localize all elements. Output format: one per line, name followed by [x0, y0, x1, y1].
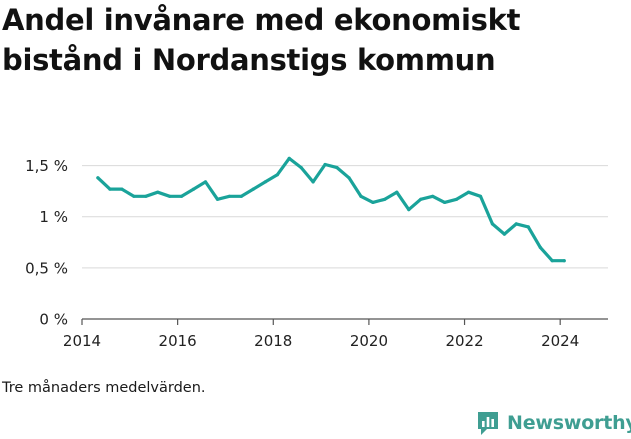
x-tick-label: 2024: [541, 332, 579, 350]
gridlines: [82, 165, 608, 269]
data-point: [419, 197, 423, 201]
x-tick-label: 2014: [63, 332, 101, 350]
data-point: [359, 194, 363, 198]
x-tick-label: 2020: [350, 332, 388, 350]
data-point: [168, 194, 172, 198]
data-point: [526, 225, 530, 229]
chart-title: Andel invånare med ekonomiskt bistånd i …: [2, 3, 521, 77]
brand-name: Newsworthy: [507, 412, 631, 434]
y-tick-label: 0,5 %: [25, 259, 68, 277]
data-point: [299, 166, 303, 170]
data-point: [550, 259, 554, 263]
x-tick-label: 2018: [254, 332, 292, 350]
data-point: [395, 190, 399, 194]
x-tick-label: 2016: [159, 332, 197, 350]
data-point: [383, 197, 387, 201]
data-point: [144, 194, 148, 198]
data-point: [431, 194, 435, 198]
data-point: [335, 166, 339, 170]
footnote: Tre månaders medelvärden.: [2, 380, 206, 396]
data-point: [120, 187, 124, 191]
data-point: [347, 176, 351, 180]
y-tick-label: 0 %: [39, 311, 68, 329]
data-point: [443, 200, 447, 204]
data-point: [192, 187, 196, 191]
data-point: [562, 259, 566, 263]
data-point: [455, 197, 459, 201]
data-point: [311, 180, 315, 184]
line-chart: 0 % 0,5 % 1 % 1,5 % 2014 2016 2018 2020 2022 202…: [25, 156, 608, 350]
data-point: [156, 190, 160, 194]
data-point: [371, 200, 375, 204]
data-point: [132, 194, 136, 198]
data-point: [502, 232, 506, 236]
data-point: [215, 197, 220, 201]
data-point: [203, 180, 208, 184]
y-axis: 0 % 0,5 % 1 % 1,5 %: [25, 157, 68, 328]
data-point: [538, 245, 542, 249]
series-line: [96, 156, 566, 263]
data-point: [251, 187, 255, 191]
data-point: [263, 180, 267, 184]
brand-logo[interactable]: Newsworthy: [476, 407, 631, 439]
data-point: [514, 222, 518, 226]
y-tick-label: 1,5 %: [25, 157, 68, 175]
x-tick-label: 2022: [445, 332, 483, 350]
data-point: [323, 162, 327, 167]
data-point: [490, 222, 494, 226]
data-point: [287, 156, 291, 160]
data-point: [407, 208, 411, 212]
x-axis: 2014 2016 2018 2020 2022 2024: [63, 318, 608, 350]
data-point: [239, 194, 243, 198]
newsworthy-logo-icon: [478, 412, 498, 435]
data-point: [478, 194, 483, 198]
y-tick-label: 1 %: [39, 208, 68, 226]
data-point: [180, 194, 184, 198]
data-point: [108, 187, 112, 191]
data-point: [227, 194, 231, 198]
series: [96, 156, 566, 263]
data-point: [275, 173, 279, 177]
data-point: [466, 190, 471, 194]
data-point: [96, 176, 100, 180]
